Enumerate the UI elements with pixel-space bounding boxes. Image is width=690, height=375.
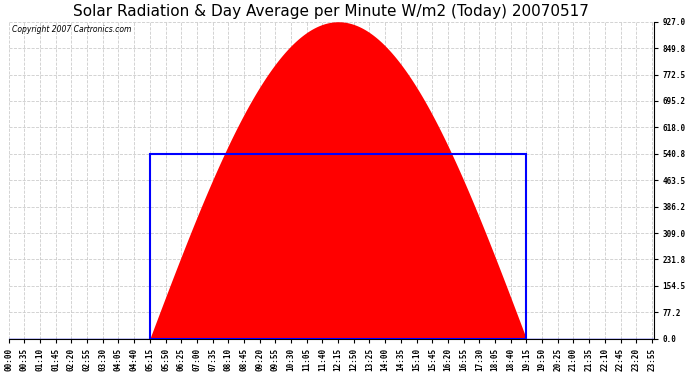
Bar — [150, 154, 526, 339]
Title: Solar Radiation & Day Average per Minute W/m2 (Today) 20070517: Solar Radiation & Day Average per Minute… — [73, 4, 589, 19]
Text: Copyright 2007 Cartronics.com: Copyright 2007 Cartronics.com — [12, 25, 131, 34]
